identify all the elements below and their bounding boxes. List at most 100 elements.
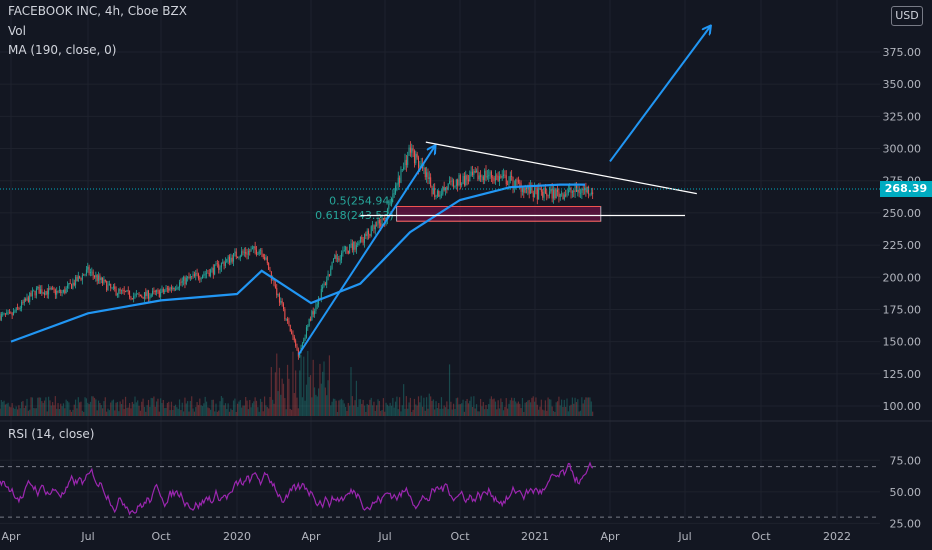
- candle-body: [316, 304, 318, 306]
- candle-body: [563, 194, 565, 200]
- symbol-legend[interactable]: FACEBOOK INC, 4h, Cboe BZX: [8, 4, 187, 18]
- candle-body: [507, 184, 509, 185]
- candle-body: [436, 190, 438, 197]
- candle-body: [374, 224, 376, 230]
- candle-body: [386, 208, 388, 219]
- rsi-legend[interactable]: RSI (14, close): [8, 427, 95, 441]
- volume-bar: [124, 396, 127, 416]
- volume-bar: [304, 400, 306, 416]
- volume-bar: [309, 375, 312, 416]
- volume-bar: [207, 407, 209, 416]
- candle-body: [499, 176, 500, 181]
- volume-bar: [515, 401, 517, 416]
- candle-body: [357, 243, 359, 246]
- volume-bar: [438, 402, 440, 416]
- candle-body: [233, 253, 235, 262]
- candle-body: [242, 251, 244, 253]
- volume-bar: [558, 396, 560, 416]
- candle-body: [419, 164, 421, 168]
- volume-bar: [380, 410, 382, 416]
- volume-bar: [463, 411, 465, 416]
- candle-body: [312, 311, 314, 315]
- candle-body: [301, 343, 303, 348]
- volume-bar: [220, 396, 222, 416]
- volume-bar: [52, 402, 54, 416]
- candle-body: [112, 286, 114, 288]
- candle-body: [31, 291, 33, 297]
- price-axis[interactable]: 375.00350.00325.00300.00275.00250.00225.…: [883, 46, 922, 530]
- candle-body: [373, 225, 375, 230]
- candle-body: [353, 242, 355, 250]
- currency-button[interactable]: USD: [891, 6, 923, 26]
- candle-body: [191, 276, 193, 277]
- drawings[interactable]: [297, 26, 711, 356]
- volume-bar: [455, 398, 457, 416]
- volume-bar: [41, 401, 43, 416]
- volume-bar: [115, 402, 117, 416]
- volume-bar: [411, 411, 413, 416]
- fib-retracement-zone[interactable]: 0.5(254.94)0.618(243.53): [315, 195, 602, 223]
- volume-bar: [295, 370, 297, 416]
- volume-bar: [363, 405, 366, 416]
- candle-body: [160, 292, 162, 297]
- volume-bar: [50, 405, 52, 416]
- candle-body: [238, 257, 240, 259]
- candle-body: [369, 234, 371, 236]
- time-tick-label: Apr: [301, 530, 321, 543]
- volume-bar: [373, 401, 375, 416]
- volume-bar: [130, 408, 132, 416]
- volume-legend[interactable]: Vol: [8, 24, 26, 38]
- volume-bar: [299, 370, 301, 416]
- volume-bar: [355, 380, 357, 416]
- volume-bar: [488, 404, 490, 416]
- volume-bar: [361, 403, 363, 416]
- fib-label-05: 0.5(254.94): [329, 195, 394, 208]
- volume-bar: [81, 410, 83, 416]
- volume-bar: [350, 367, 352, 416]
- volume-bar: [168, 401, 170, 416]
- volume-bar: [569, 405, 571, 416]
- volume-bar: [489, 398, 491, 416]
- volume-bar: [394, 401, 397, 416]
- volume-bar: [37, 397, 39, 416]
- volume-bar: [474, 408, 476, 416]
- candle-body: [490, 171, 492, 178]
- price-tick-label: 100.00: [883, 400, 922, 413]
- volume-bar: [188, 411, 190, 416]
- candle-body: [269, 269, 271, 272]
- volume-bar: [0, 399, 2, 416]
- volume-bar: [222, 397, 224, 416]
- time-tick-label: Jul: [677, 530, 691, 543]
- volume-bar: [76, 408, 78, 416]
- candle-body: [206, 273, 208, 274]
- candle-body: [280, 300, 282, 303]
- candle-body: [364, 234, 365, 243]
- ma-legend[interactable]: MA (190, close, 0): [8, 43, 117, 57]
- volume-bar: [570, 404, 572, 416]
- candle-body: [115, 289, 117, 296]
- candle-body: [409, 147, 411, 153]
- candle-body: [231, 257, 233, 262]
- volume-bar: [0, 408, 1, 416]
- volume-bar: [442, 408, 444, 416]
- volume-bar: [494, 401, 497, 416]
- volume-bar: [446, 401, 448, 416]
- volume-bar: [465, 400, 467, 416]
- candle-body: [100, 277, 102, 280]
- volume-bar: [403, 384, 405, 416]
- volume-bar: [8, 406, 11, 416]
- candle-body: [574, 185, 576, 192]
- candle-body: [586, 186, 588, 193]
- volume-bar: [111, 400, 113, 416]
- volume-bar: [169, 410, 171, 416]
- volume-bar: [160, 398, 162, 416]
- volume-bar: [58, 409, 60, 416]
- candle-body: [187, 276, 189, 278]
- volume-bar: [417, 396, 420, 416]
- volume-bar: [436, 408, 438, 416]
- candle-body: [258, 250, 260, 254]
- time-axis[interactable]: Apr Jul Oct 2020 Apr Jul Oct 2021 Apr Jul Oct 2022: [1, 530, 851, 543]
- candle-body: [54, 289, 56, 295]
- volume-bar: [112, 399, 114, 416]
